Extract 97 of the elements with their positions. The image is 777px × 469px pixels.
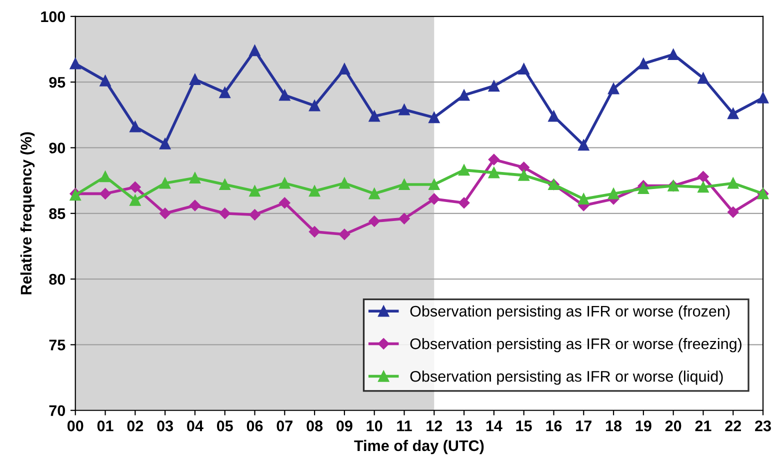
point [279, 90, 290, 101]
point [100, 75, 111, 86]
point [578, 140, 590, 151]
x-tick-label: 20 [665, 420, 682, 432]
point [308, 186, 320, 197]
point [428, 112, 440, 124]
x-tick-label: 10 [366, 420, 382, 432]
point [368, 216, 380, 227]
x-tick-label: 21 [695, 420, 712, 432]
point [548, 110, 560, 122]
y-tick-label: 85 [49, 208, 66, 220]
x-tick-label: 23 [755, 420, 771, 432]
point [458, 90, 470, 101]
y-tick-label: 90 [49, 142, 66, 154]
point [279, 178, 290, 189]
point [219, 208, 230, 219]
y-tick-label: 80 [49, 274, 66, 285]
point [279, 197, 290, 208]
legend-label: Observation persisting as IFR or worse (liquid) [410, 370, 723, 385]
point [518, 162, 530, 174]
x-tick-label: 19 [636, 420, 652, 432]
point [368, 188, 380, 200]
point [428, 178, 440, 190]
y-tick-label: 75 [49, 340, 66, 350]
point [398, 104, 410, 116]
legend-label: Observation persisting as IFR or worse (frozen) [410, 305, 730, 320]
point [698, 171, 709, 182]
point [518, 63, 530, 74]
point [458, 197, 470, 208]
x-tick-label: 17 [576, 420, 592, 432]
point [189, 74, 201, 86]
point [458, 164, 470, 176]
x-tick-label: 11 [397, 420, 412, 432]
point [488, 80, 500, 92]
point [338, 63, 350, 74]
x-tick-label: 07 [276, 420, 292, 432]
point [398, 213, 410, 224]
x-tick-label: 01 [97, 420, 114, 432]
point [368, 110, 380, 122]
x-tick-label: 22 [725, 420, 741, 432]
x-tick-label: 00 [67, 420, 84, 432]
point [638, 182, 649, 194]
point [70, 58, 81, 70]
point [428, 193, 440, 205]
y-tick-label: 100 [41, 11, 66, 22]
point [130, 194, 141, 206]
point [219, 178, 230, 190]
point [757, 92, 769, 104]
y-axis-title: Relative frequency (%) [20, 132, 35, 294]
point [608, 83, 620, 94]
point [698, 182, 709, 193]
point [308, 100, 320, 112]
point [638, 58, 649, 70]
x-tick-label: 16 [546, 420, 562, 432]
point [130, 182, 141, 193]
x-tick-label: 03 [157, 420, 174, 432]
x-tick-label: 18 [606, 420, 622, 432]
point [219, 87, 230, 98]
point [338, 178, 350, 189]
point [100, 188, 111, 200]
x-tick-label: 02 [127, 420, 144, 432]
point [249, 45, 260, 56]
point [160, 178, 171, 189]
point [578, 193, 590, 205]
point [398, 178, 410, 190]
point [728, 178, 739, 189]
point [308, 226, 320, 238]
x-tick-label: 14 [486, 420, 502, 432]
point [189, 172, 201, 184]
x-tick-label: 08 [306, 420, 323, 432]
point [728, 108, 739, 120]
x-tick-label: 05 [216, 420, 233, 432]
x-tick-label: 09 [336, 420, 352, 432]
legend-label: Observation persisting as IFR or worse (freezing) [410, 338, 742, 352]
point [518, 170, 530, 181]
point [338, 228, 350, 240]
point [249, 209, 260, 220]
x-tick-label: 15 [516, 420, 532, 432]
point [698, 72, 709, 84]
point [488, 154, 500, 166]
x-axis-title: Time of day (UTC) [354, 440, 484, 454]
point [668, 48, 679, 60]
y-tick-label: 95 [49, 76, 66, 88]
x-tick-label: 06 [246, 420, 263, 432]
point [160, 138, 171, 150]
x-tick-label: 04 [187, 420, 204, 432]
y-tick-label: 70 [49, 405, 66, 416]
point [159, 208, 171, 219]
point [189, 200, 201, 212]
point [130, 121, 141, 132]
x-tick-label: 13 [456, 420, 472, 432]
point [488, 167, 500, 178]
point [100, 171, 111, 182]
x-tick-label: 12 [426, 420, 442, 432]
point [249, 186, 260, 197]
point [728, 206, 739, 218]
point [608, 188, 620, 200]
